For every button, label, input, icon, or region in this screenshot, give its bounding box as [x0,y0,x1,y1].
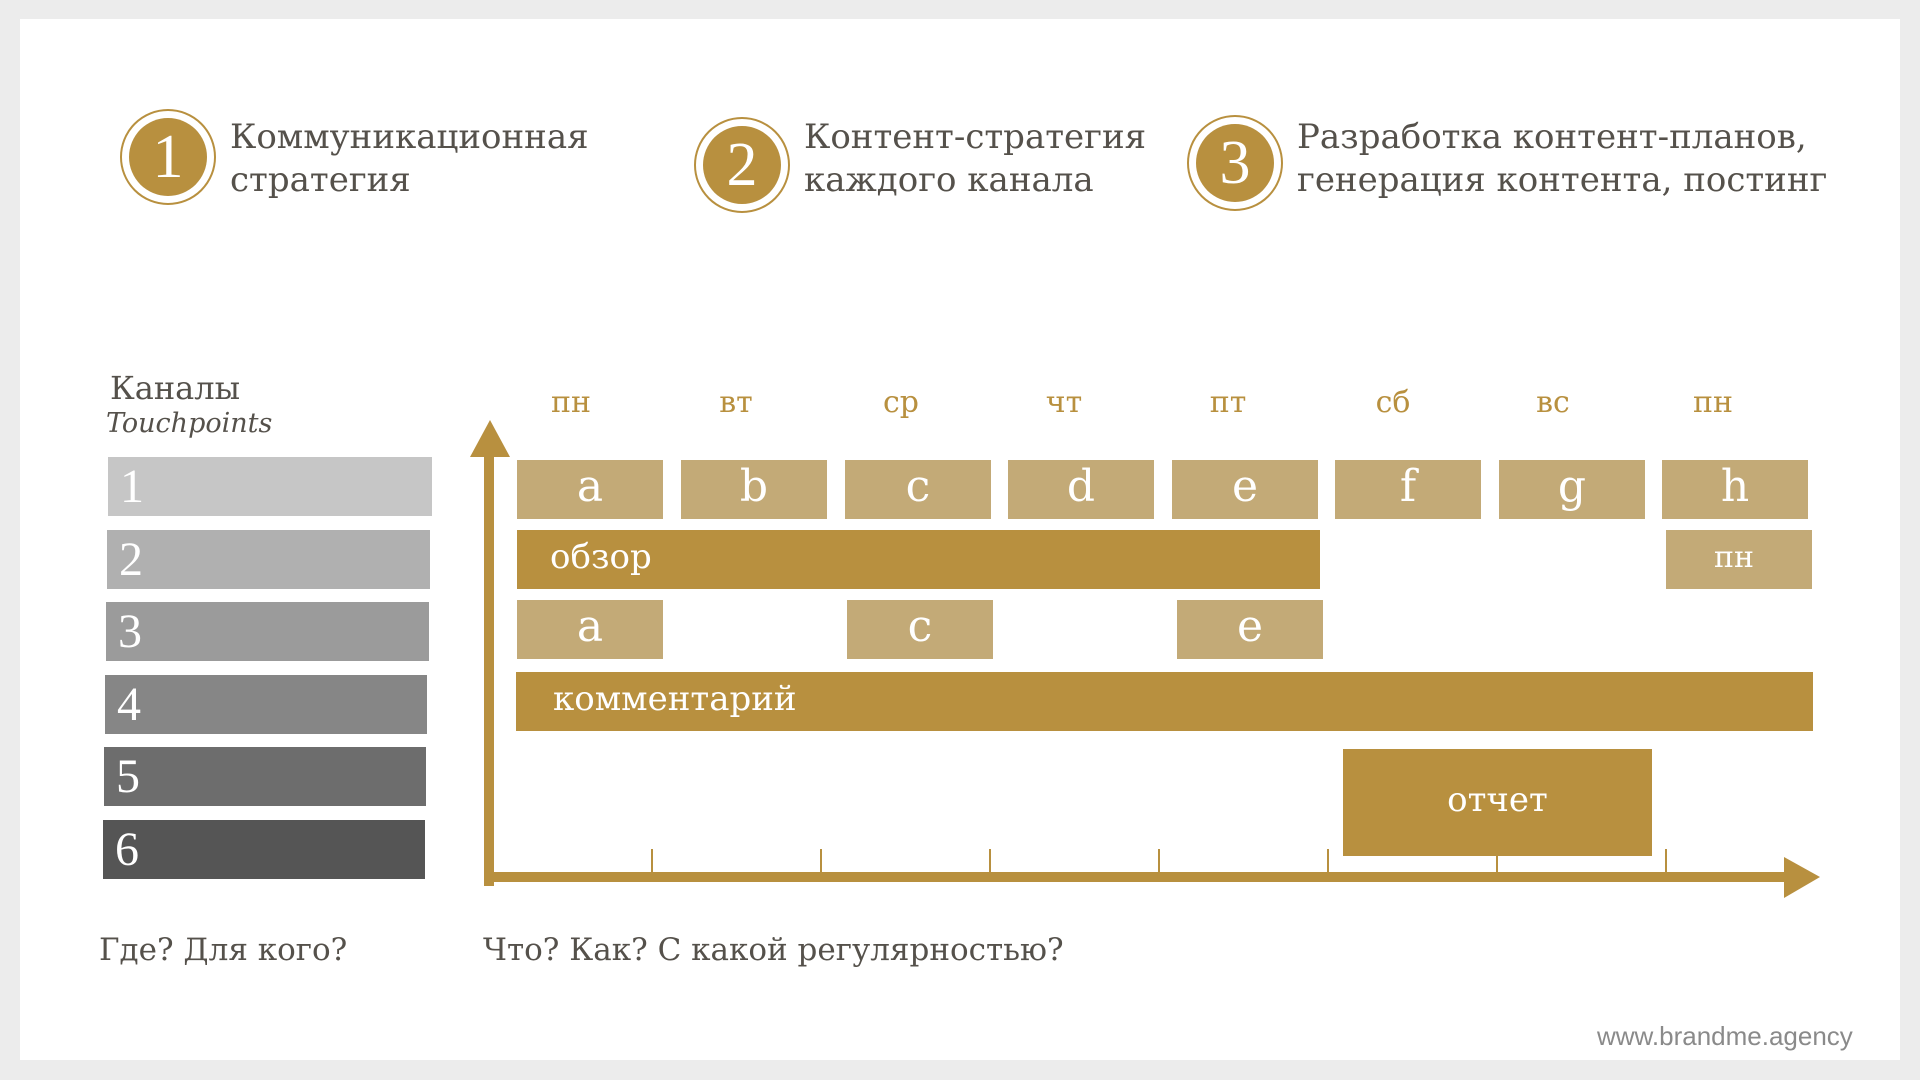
channel-bar-5: 5 [104,747,426,806]
step-1-badge: 1 [120,109,216,205]
row1-cell-g: g [1499,460,1645,519]
step-3-line2: генерация контента, постинг [1297,160,1828,200]
step-2-line1: Контент-стратегия [804,117,1147,157]
day-label-mon-next: пн [1693,385,1733,420]
day-label-tue: вт [719,385,753,420]
row4-comment-bar: комментарий [516,672,1813,731]
row1-cell-e: e [1172,460,1318,519]
day-label-sun: вс [1536,385,1570,420]
step-3-number: 3 [1196,124,1274,202]
step-3-line1: Разработка контент-планов, [1297,117,1807,157]
channels-title: Каналы [110,369,241,407]
row1-cell-d: d [1008,460,1154,519]
question-where: Где? Для кого? [99,932,348,968]
row1-cell-c: c [845,460,991,519]
row1-cell-b: b [681,460,827,519]
step-2-number: 2 [703,126,781,204]
row2-review-bar: обзор [517,530,1320,589]
step-1-number: 1 [129,118,207,196]
y-axis-line [484,450,494,886]
y-axis-arrowhead [470,420,510,457]
channel-bar-6: 6 [103,820,425,879]
row3-cell-c: c [847,600,993,659]
step-1-line2: стратегия [230,160,411,200]
row1-cell-h: h [1662,460,1808,519]
step-3-badge: 3 [1187,115,1283,211]
step-2-line2: каждого канала [804,160,1094,200]
row2-end-cell: пн [1666,530,1812,589]
row3-cell-e: e [1177,600,1323,659]
x-axis-arrowhead [1784,857,1820,898]
question-what: Что? Как? С какой регулярностью? [483,932,1064,968]
step-1-line1: Коммуникационная [230,117,589,157]
day-label-mon: пн [551,385,591,420]
x-axis-line [484,872,1788,882]
step-2-badge: 2 [694,117,790,213]
channel-bar-1: 1 [108,457,432,516]
step-3-text: Разработка контент-планов, генерация кон… [1297,116,1827,202]
channel-bar-3: 3 [106,602,429,661]
channel-bar-4: 4 [105,675,427,734]
footer-url[interactable]: www.brandme.agency [1597,1021,1853,1051]
channel-bar-2: 2 [107,530,430,589]
row1-cell-a: a [517,460,663,519]
step-1-text: Коммуникационная стратегия [230,116,589,202]
day-label-fri: пт [1209,385,1247,420]
day-label-sat: сб [1375,385,1411,420]
channels-subtitle: Touchpoints [106,408,273,439]
day-label-thu: чт [1045,385,1083,420]
report-block: отчет [1343,749,1652,856]
step-2-text: Контент-стратегия каждого канала [804,116,1146,202]
row1-cell-f: f [1335,460,1481,519]
row3-cell-a: a [517,600,663,659]
day-label-wed: ср [882,385,919,420]
